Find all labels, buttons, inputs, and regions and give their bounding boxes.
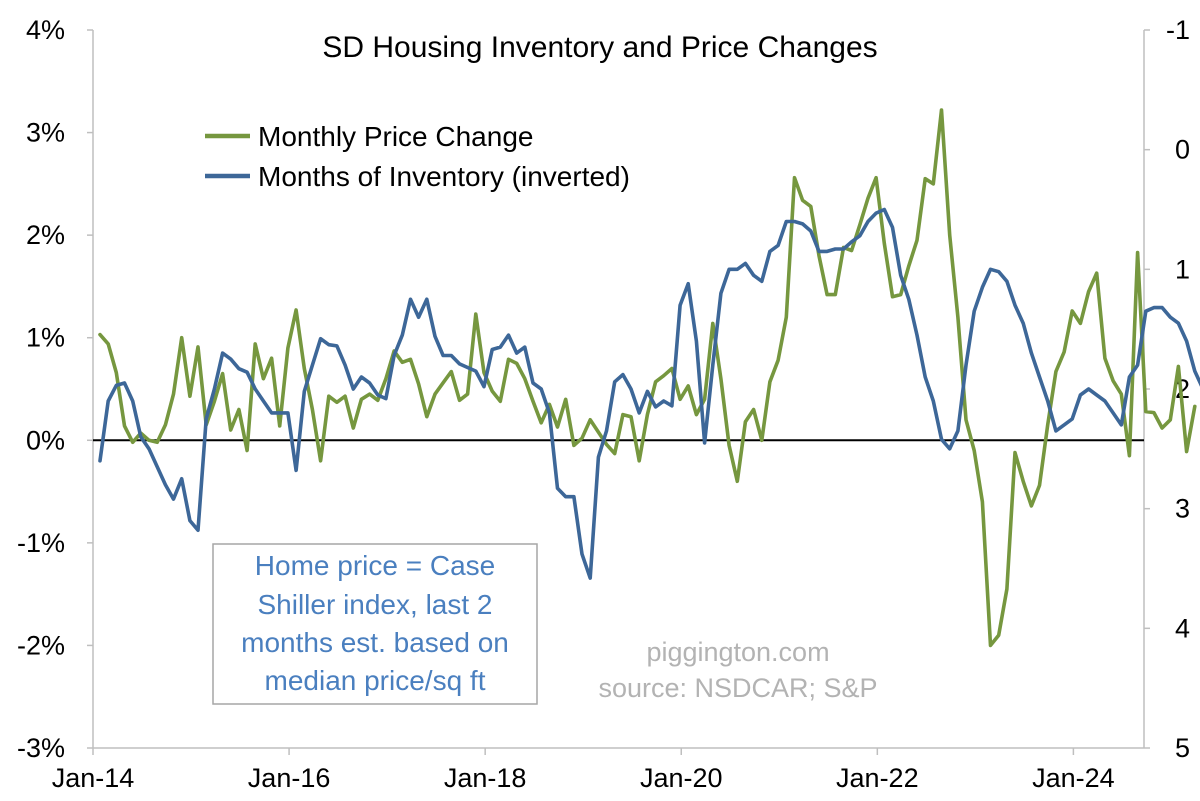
- note-line: months est. based on: [241, 627, 509, 658]
- left-tick-label: 4%: [26, 15, 65, 45]
- x-tick-label: Jan-22: [836, 763, 919, 793]
- legend-label-inventory: Months of Inventory (inverted): [258, 161, 630, 192]
- note-box: Home price = Case Shiller index, last 2 …: [212, 543, 538, 705]
- x-tick-label: Jan-18: [444, 763, 527, 793]
- left-tick-label: -2%: [17, 630, 65, 660]
- left-tick-label: 0%: [26, 425, 65, 455]
- chart-title: SD Housing Inventory and Price Changes: [322, 31, 877, 64]
- series-layer: [98, 108, 1200, 648]
- text-layer: SD Housing Inventory and Price Changes M…: [205, 31, 878, 705]
- left-tick-label: 1%: [26, 323, 65, 353]
- right-tick-label: 5: [1175, 733, 1190, 763]
- x-tick-label: Jan-20: [640, 763, 723, 793]
- left-tick-label: -1%: [17, 528, 65, 558]
- right-tick-label: 3: [1175, 494, 1190, 524]
- note-line: median price/sq ft: [265, 665, 486, 696]
- left-tick-label: 3%: [26, 118, 65, 148]
- series-line-price-change: [98, 108, 1197, 648]
- right-tick-label: 1: [1175, 254, 1190, 284]
- note-box-border: [212, 543, 538, 705]
- watermark-line: piggington.com: [646, 637, 829, 667]
- left-tick-label: -3%: [17, 733, 65, 763]
- x-tick-label: Jan-14: [52, 763, 135, 793]
- x-tick-label: Jan-24: [1032, 763, 1115, 793]
- note-line: Shiller index, last 2: [257, 589, 492, 620]
- right-tick-label: 0: [1175, 135, 1190, 165]
- legend-label-price: Monthly Price Change: [258, 121, 533, 152]
- legend: Monthly Price Change Months of Inventory…: [205, 121, 630, 192]
- watermark: piggington.com source: NSDCAR; S&P: [598, 637, 877, 703]
- left-tick-label: 2%: [26, 220, 65, 250]
- note-line: Home price = Case: [255, 550, 495, 581]
- x-tick-label: Jan-16: [248, 763, 331, 793]
- right-tick-label: 4: [1175, 613, 1190, 643]
- right-tick-label: -1: [1166, 15, 1190, 45]
- watermark-line: source: NSDCAR; S&P: [598, 673, 877, 703]
- series-line-inventory: [98, 207, 1200, 580]
